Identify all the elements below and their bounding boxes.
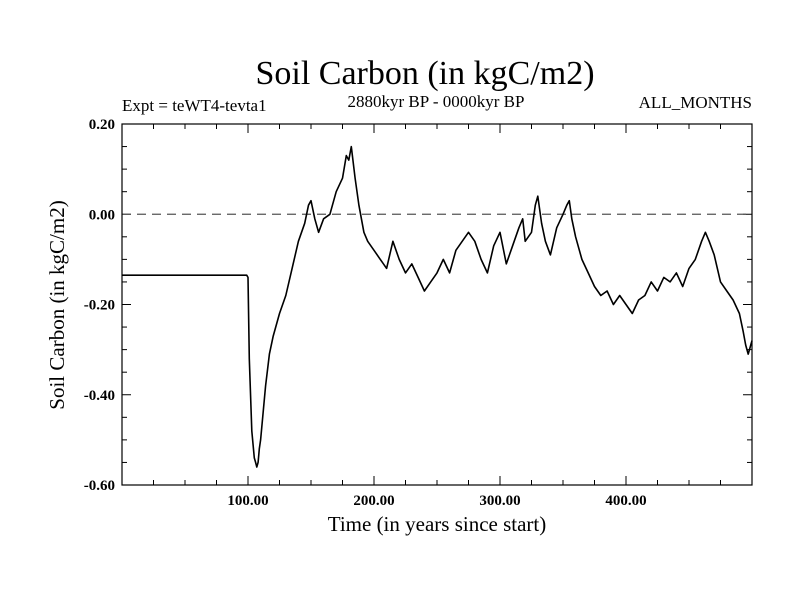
x-tick-label: 200.00: [353, 493, 394, 509]
axis-ticks: [122, 124, 752, 485]
chart-title: Soil Carbon (in kgC/m2): [255, 55, 594, 92]
x-axis-label: Time (in years since start): [328, 512, 547, 536]
plot-frame: [121, 123, 753, 486]
y-tick-label: 0.20: [89, 117, 115, 133]
x-tick-label: 300.00: [479, 493, 520, 509]
y-tick-label: 0.00: [89, 207, 115, 223]
x-tick-label: 100.00: [227, 493, 268, 509]
y-tick-label: -0.20: [84, 298, 115, 314]
time-range-label: 2880kyr BP - 0000kyr BP: [348, 92, 525, 111]
y-tick-label: -0.60: [84, 478, 115, 494]
x-tick-label: 400.00: [605, 493, 646, 509]
y-tick-label: -0.40: [84, 388, 115, 404]
soil-carbon-line: [122, 145, 753, 468]
months-label: ALL_MONTHS: [639, 93, 752, 112]
experiment-label: Expt = teWT4-tevta1: [122, 96, 267, 115]
tick-labels: 100.00 200.00 300.00 400.00 -0.60 -0.40 -0.20 0…: [84, 117, 647, 509]
y-axis-label: Soil Carbon (in kgC/m2): [45, 200, 69, 409]
